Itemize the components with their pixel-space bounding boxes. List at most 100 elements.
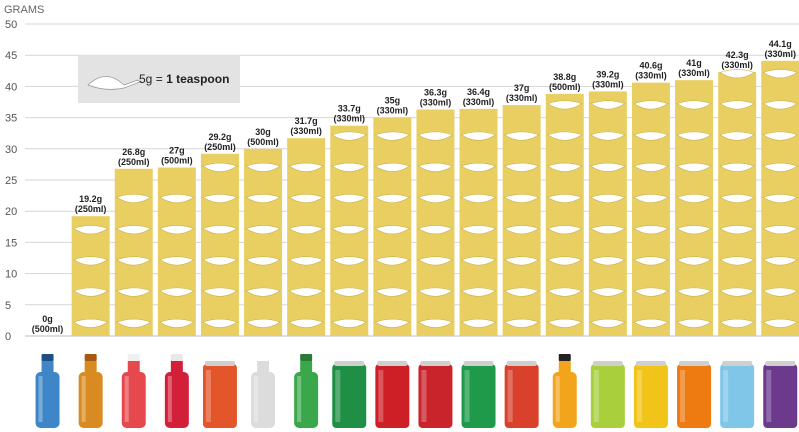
bottle-neck xyxy=(257,360,270,374)
teaspoon-icon xyxy=(460,318,497,328)
y-tick-label: 15 xyxy=(5,237,17,249)
teaspoon-icon xyxy=(590,193,626,204)
can-body xyxy=(504,364,539,428)
teaspoon-icon xyxy=(762,225,798,235)
can-body xyxy=(677,364,712,428)
drink-can-icon xyxy=(720,361,755,428)
can-shine xyxy=(335,370,341,422)
teaspoon-icon xyxy=(547,100,583,110)
drink-bottle-icon xyxy=(251,354,276,428)
bar-volume-label: (250ml) xyxy=(204,142,236,152)
bar xyxy=(675,80,714,336)
bottle-body xyxy=(121,372,146,428)
y-tick-label: 25 xyxy=(5,175,17,187)
bar-volume-label: (330ml) xyxy=(678,68,710,78)
can-body xyxy=(633,364,668,428)
bar xyxy=(157,167,196,336)
bar-value-label: 38.8g xyxy=(553,72,576,82)
teaspoon-icon xyxy=(633,287,669,297)
bottle-shine xyxy=(297,376,302,422)
drink-can-icon xyxy=(633,361,668,428)
teaspoon-icon xyxy=(331,287,367,297)
teaspoon-icon xyxy=(288,318,324,328)
bar-value-label: 30g xyxy=(255,127,271,137)
y-tick-label: 0 xyxy=(5,331,11,343)
teaspoon-icon xyxy=(288,162,324,172)
bars xyxy=(71,60,799,337)
teaspoon-icon xyxy=(374,287,411,297)
bar-volume-label: (250ml) xyxy=(75,204,107,214)
legend-amount: 5g xyxy=(139,72,152,86)
teaspoon-icon xyxy=(245,162,281,172)
teaspoon-icon xyxy=(762,287,798,297)
bar xyxy=(200,153,239,336)
drink-can-icon xyxy=(202,361,237,428)
bottle-neck xyxy=(558,360,571,374)
teaspoon-icon xyxy=(72,225,109,235)
bar-volume-label: (330ml) xyxy=(506,93,538,103)
teaspoon-icon xyxy=(676,193,712,204)
legend-unit: 1 teaspoon xyxy=(166,72,229,86)
bottle-neck xyxy=(84,360,97,374)
teaspoon-icon xyxy=(547,131,583,141)
teaspoon-icon xyxy=(503,162,540,172)
bar xyxy=(244,148,283,336)
teaspoon-icon xyxy=(87,76,141,90)
bar-volume-label: (330ml) xyxy=(592,79,624,89)
teaspoon-icon xyxy=(417,287,454,297)
bar-value-label: 27g xyxy=(169,146,185,156)
teaspoon-icon xyxy=(633,193,669,204)
teaspoon-icon xyxy=(676,162,712,172)
bar-volume-label: (330ml) xyxy=(290,126,322,136)
bottle-neck xyxy=(170,360,183,374)
teaspoon-icon xyxy=(547,318,583,328)
bottle-body xyxy=(78,372,103,428)
teaspoon-icon xyxy=(460,256,497,266)
teaspoon-icon xyxy=(547,162,583,172)
drink-bottle-icon xyxy=(121,354,146,428)
can-shine xyxy=(636,370,642,422)
y-axis-label: GRAMS xyxy=(4,4,44,16)
teaspoon-icon xyxy=(547,256,583,266)
teaspoon-icon xyxy=(460,131,497,141)
teaspoon-icon xyxy=(374,131,411,141)
teaspoon-icon xyxy=(719,69,755,79)
drink-bottle-icon xyxy=(164,354,189,428)
teaspoon-icon xyxy=(417,256,454,266)
y-axis: 0 5 10 15 20 25 30 35 40 45 50 xyxy=(5,19,17,343)
teaspoon-icon xyxy=(116,193,152,204)
teaspoon-icon xyxy=(719,131,755,141)
drink-can-icon xyxy=(332,361,367,428)
teaspoon-icon xyxy=(676,318,712,328)
bar-value-label: 19.2g xyxy=(79,194,102,204)
teaspoon-icon xyxy=(72,256,109,266)
bottle-shine xyxy=(167,376,172,422)
bottle-cap xyxy=(127,354,140,361)
teaspoon-icon xyxy=(331,162,367,172)
teaspoon-icon xyxy=(245,287,281,297)
teaspoon-icon xyxy=(762,131,798,141)
teaspoon-icon xyxy=(633,100,669,110)
teaspoon-icon xyxy=(633,225,669,235)
teaspoon-icon xyxy=(417,162,454,172)
can-lid xyxy=(463,361,494,366)
teaspoon-icon xyxy=(116,256,152,266)
bar-value-label: 42.3g xyxy=(726,50,749,60)
y-tick-label: 35 xyxy=(5,113,17,125)
bar xyxy=(588,91,627,336)
y-tick-label: 20 xyxy=(5,206,17,218)
bar-value-label: 40.6g xyxy=(639,61,662,71)
bar-value-label: 33.7g xyxy=(338,104,361,114)
can-body xyxy=(720,364,755,428)
bottle-neck xyxy=(41,360,54,374)
teaspoon-icon xyxy=(331,225,367,235)
bar-volume-label: (330ml) xyxy=(420,97,452,107)
teaspoon-icon xyxy=(331,318,367,328)
bar-volume-label: (500ml) xyxy=(32,324,64,334)
teaspoon-icon xyxy=(633,256,669,266)
bottle-shine xyxy=(81,376,86,422)
bar-value-label: 0g xyxy=(42,314,53,324)
teaspoon-icon xyxy=(288,225,324,235)
bar-value-label: 36.3g xyxy=(424,87,447,97)
